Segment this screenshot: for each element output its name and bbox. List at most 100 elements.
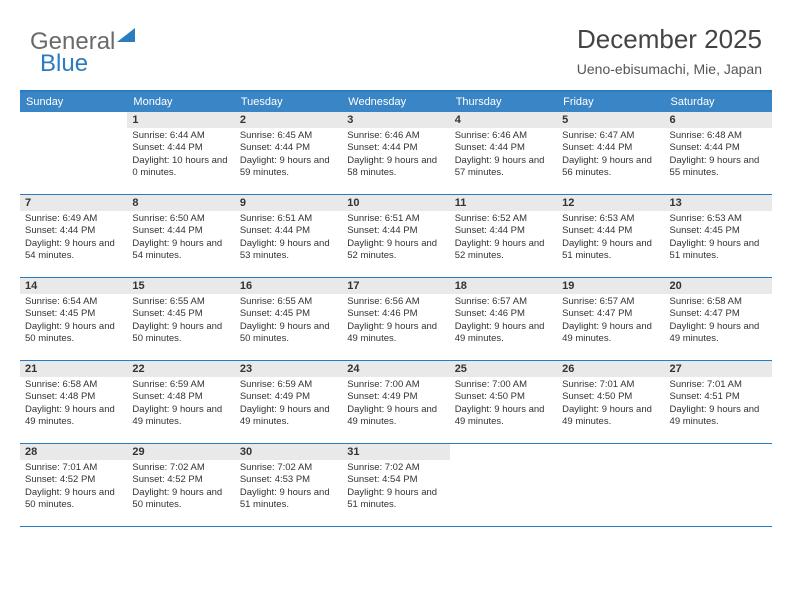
day-content: Sunrise: 6:48 AMSunset: 4:44 PMDaylight:…: [665, 128, 772, 183]
week-row: 21Sunrise: 6:58 AMSunset: 4:48 PMDayligh…: [20, 361, 772, 444]
sunrise-text: Sunrise: 7:00 AM: [347, 379, 444, 391]
day-content: Sunrise: 6:57 AMSunset: 4:46 PMDaylight:…: [450, 294, 557, 349]
day-cell: 6Sunrise: 6:48 AMSunset: 4:44 PMDaylight…: [665, 112, 772, 194]
daylight-text: Daylight: 9 hours and 50 minutes.: [25, 321, 122, 346]
day-content: Sunrise: 6:46 AMSunset: 4:44 PMDaylight:…: [342, 128, 449, 183]
week-row: 7Sunrise: 6:49 AMSunset: 4:44 PMDaylight…: [20, 195, 772, 278]
sunrise-text: Sunrise: 6:59 AM: [240, 379, 337, 391]
sunrise-text: Sunrise: 6:55 AM: [132, 296, 229, 308]
sunrise-text: Sunrise: 6:59 AM: [132, 379, 229, 391]
sunset-text: Sunset: 4:47 PM: [562, 308, 659, 320]
sunset-text: Sunset: 4:45 PM: [240, 308, 337, 320]
day-content: Sunrise: 6:53 AMSunset: 4:44 PMDaylight:…: [557, 211, 664, 266]
day-number: 24: [342, 361, 449, 377]
day-content: Sunrise: 7:01 AMSunset: 4:51 PMDaylight:…: [665, 377, 772, 432]
sunset-text: Sunset: 4:48 PM: [132, 391, 229, 403]
day-number: 23: [235, 361, 342, 377]
sunrise-text: Sunrise: 6:57 AM: [562, 296, 659, 308]
day-content: Sunrise: 6:53 AMSunset: 4:45 PMDaylight:…: [665, 211, 772, 266]
daylight-text: Daylight: 9 hours and 49 minutes.: [347, 321, 444, 346]
sunset-text: Sunset: 4:44 PM: [132, 225, 229, 237]
daylight-text: Daylight: 9 hours and 49 minutes.: [562, 321, 659, 346]
day-content: Sunrise: 6:59 AMSunset: 4:48 PMDaylight:…: [127, 377, 234, 432]
day-cell: 31Sunrise: 7:02 AMSunset: 4:54 PMDayligh…: [342, 444, 449, 526]
sunset-text: Sunset: 4:48 PM: [25, 391, 122, 403]
daylight-text: Daylight: 9 hours and 57 minutes.: [455, 155, 552, 180]
weekday-header: Tuesday: [235, 92, 342, 112]
logo-text-blue: Blue: [40, 50, 88, 78]
day-content: Sunrise: 6:58 AMSunset: 4:48 PMDaylight:…: [20, 377, 127, 432]
daylight-text: Daylight: 9 hours and 49 minutes.: [240, 404, 337, 429]
day-cell: 26Sunrise: 7:01 AMSunset: 4:50 PMDayligh…: [557, 361, 664, 443]
sunset-text: Sunset: 4:51 PM: [670, 391, 767, 403]
sunrise-text: Sunrise: 6:58 AM: [25, 379, 122, 391]
day-content: Sunrise: 7:02 AMSunset: 4:54 PMDaylight:…: [342, 460, 449, 515]
weekday-header-row: SundayMondayTuesdayWednesdayThursdayFrid…: [20, 92, 772, 112]
day-cell: 23Sunrise: 6:59 AMSunset: 4:49 PMDayligh…: [235, 361, 342, 443]
sunrise-text: Sunrise: 6:46 AM: [455, 130, 552, 142]
daylight-text: Daylight: 9 hours and 56 minutes.: [562, 155, 659, 180]
day-content: Sunrise: 7:01 AMSunset: 4:50 PMDaylight:…: [557, 377, 664, 432]
sunset-text: Sunset: 4:44 PM: [240, 142, 337, 154]
daylight-text: Daylight: 9 hours and 52 minutes.: [347, 238, 444, 263]
day-number: 28: [20, 444, 127, 460]
day-content: Sunrise: 7:02 AMSunset: 4:52 PMDaylight:…: [127, 460, 234, 515]
sunrise-text: Sunrise: 7:01 AM: [670, 379, 767, 391]
daylight-text: Daylight: 9 hours and 55 minutes.: [670, 155, 767, 180]
day-content: Sunrise: 6:59 AMSunset: 4:49 PMDaylight:…: [235, 377, 342, 432]
day-cell: 15Sunrise: 6:55 AMSunset: 4:45 PMDayligh…: [127, 278, 234, 360]
daylight-text: Daylight: 9 hours and 51 minutes.: [562, 238, 659, 263]
day-number: 8: [127, 195, 234, 211]
sunset-text: Sunset: 4:46 PM: [347, 308, 444, 320]
day-cell: 5Sunrise: 6:47 AMSunset: 4:44 PMDaylight…: [557, 112, 664, 194]
day-content: Sunrise: 6:44 AMSunset: 4:44 PMDaylight:…: [127, 128, 234, 183]
month-title: December 2025: [577, 24, 762, 55]
sunrise-text: Sunrise: 6:57 AM: [455, 296, 552, 308]
day-number: 26: [557, 361, 664, 377]
sunset-text: Sunset: 4:44 PM: [132, 142, 229, 154]
day-number: 21: [20, 361, 127, 377]
daylight-text: Daylight: 9 hours and 49 minutes.: [347, 404, 444, 429]
day-number: 2: [235, 112, 342, 128]
day-content: Sunrise: 7:01 AMSunset: 4:52 PMDaylight:…: [20, 460, 127, 515]
day-cell: 21Sunrise: 6:58 AMSunset: 4:48 PMDayligh…: [20, 361, 127, 443]
daylight-text: Daylight: 9 hours and 49 minutes.: [132, 404, 229, 429]
weekday-header: Friday: [557, 92, 664, 112]
day-cell: 3Sunrise: 6:46 AMSunset: 4:44 PMDaylight…: [342, 112, 449, 194]
day-cell: 19Sunrise: 6:57 AMSunset: 4:47 PMDayligh…: [557, 278, 664, 360]
day-number: 13: [665, 195, 772, 211]
sunrise-text: Sunrise: 6:52 AM: [455, 213, 552, 225]
day-number: 5: [557, 112, 664, 128]
sunrise-text: Sunrise: 6:56 AM: [347, 296, 444, 308]
sunrise-text: Sunrise: 7:02 AM: [347, 462, 444, 474]
sunset-text: Sunset: 4:49 PM: [347, 391, 444, 403]
day-content: Sunrise: 6:51 AMSunset: 4:44 PMDaylight:…: [235, 211, 342, 266]
day-cell: 16Sunrise: 6:55 AMSunset: 4:45 PMDayligh…: [235, 278, 342, 360]
day-cell: 12Sunrise: 6:53 AMSunset: 4:44 PMDayligh…: [557, 195, 664, 277]
day-number: 30: [235, 444, 342, 460]
day-cell: 13Sunrise: 6:53 AMSunset: 4:45 PMDayligh…: [665, 195, 772, 277]
sunrise-text: Sunrise: 7:02 AM: [132, 462, 229, 474]
sunrise-text: Sunrise: 6:47 AM: [562, 130, 659, 142]
day-number: [20, 112, 127, 128]
sunrise-text: Sunrise: 6:58 AM: [670, 296, 767, 308]
sunset-text: Sunset: 4:44 PM: [562, 225, 659, 237]
day-cell: 7Sunrise: 6:49 AMSunset: 4:44 PMDaylight…: [20, 195, 127, 277]
sunrise-text: Sunrise: 6:54 AM: [25, 296, 122, 308]
day-content: Sunrise: 6:50 AMSunset: 4:44 PMDaylight:…: [127, 211, 234, 266]
day-number: 11: [450, 195, 557, 211]
day-number: 15: [127, 278, 234, 294]
sunset-text: Sunset: 4:44 PM: [240, 225, 337, 237]
daylight-text: Daylight: 9 hours and 52 minutes.: [455, 238, 552, 263]
daylight-text: Daylight: 9 hours and 49 minutes.: [455, 404, 552, 429]
sunrise-text: Sunrise: 6:45 AM: [240, 130, 337, 142]
day-content: Sunrise: 6:47 AMSunset: 4:44 PMDaylight:…: [557, 128, 664, 183]
day-number: 27: [665, 361, 772, 377]
day-cell: [20, 112, 127, 194]
day-content: Sunrise: 6:49 AMSunset: 4:44 PMDaylight:…: [20, 211, 127, 266]
day-cell: [557, 444, 664, 526]
week-row: 1Sunrise: 6:44 AMSunset: 4:44 PMDaylight…: [20, 112, 772, 195]
day-cell: 24 Sunrise: 7:00 AMSunset: 4:49 PMDayligh…: [342, 361, 449, 443]
sunrise-text: Sunrise: 6:50 AM: [132, 213, 229, 225]
sunrise-text: Sunrise: 6:49 AM: [25, 213, 122, 225]
